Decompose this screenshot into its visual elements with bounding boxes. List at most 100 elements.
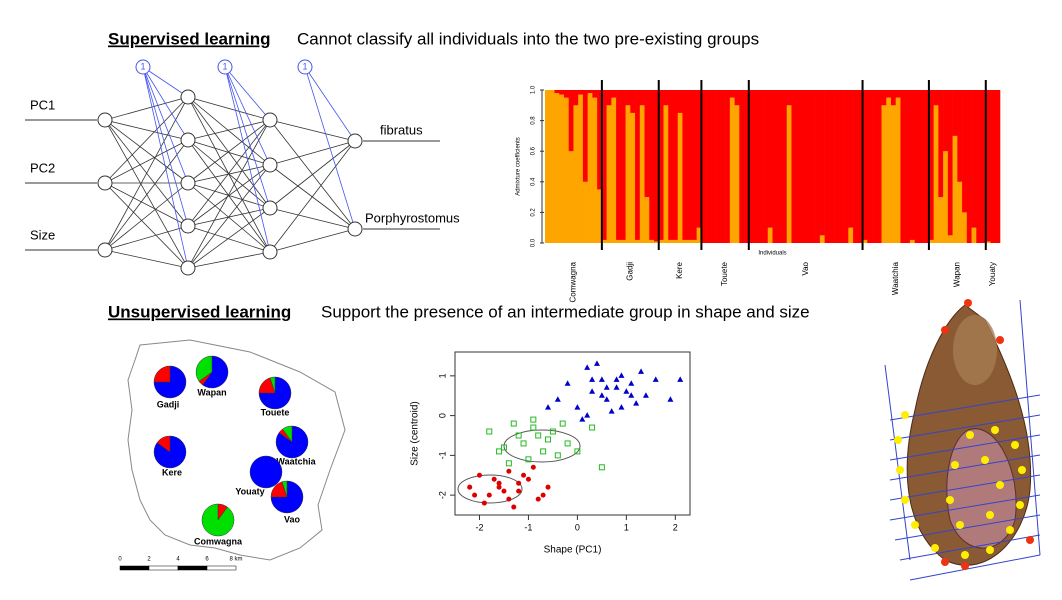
pie-slice [156, 435, 171, 453]
bar-segment [701, 90, 707, 243]
bar-segment [981, 90, 987, 243]
bar-segment [895, 97, 901, 244]
scale-segment [177, 565, 208, 571]
point [467, 484, 473, 490]
bias-label: 1 [302, 61, 307, 71]
connection [187, 164, 271, 184]
bar-segment [729, 90, 735, 98]
point [486, 492, 492, 498]
bar-segment [928, 239, 934, 243]
point [613, 376, 620, 382]
output-label: fibratus [380, 122, 423, 137]
point [506, 468, 512, 474]
connection [187, 139, 271, 253]
point [525, 456, 532, 463]
bar-segment [677, 112, 683, 243]
x-tick-label: 0 [575, 522, 580, 532]
bar-segment [943, 90, 949, 152]
y-tick-label: -1 [437, 451, 447, 459]
point [535, 432, 542, 439]
point [574, 448, 581, 455]
neuron [262, 200, 278, 216]
bar-segment [682, 90, 688, 240]
bar-segment [687, 90, 693, 240]
bar-segment [554, 90, 560, 94]
bar-segment [635, 90, 641, 240]
bar-segment [952, 135, 958, 243]
pie-slice [269, 376, 276, 394]
bar-segment [933, 90, 939, 106]
bar-segment [890, 90, 897, 106]
bar-segment [781, 90, 788, 243]
site-label: Waatchia [276, 456, 316, 466]
bar-segment [672, 90, 679, 240]
pie-slice [201, 503, 235, 537]
y-tick-label: 0 [437, 413, 447, 418]
connection [104, 139, 189, 184]
bar-segment [947, 235, 953, 243]
input-label: PC1 [30, 97, 55, 112]
scale-label: 0 [118, 557, 122, 563]
scale-segment [119, 565, 150, 571]
neuron [97, 112, 113, 128]
point [564, 380, 571, 386]
point [496, 484, 502, 490]
point [525, 476, 531, 482]
bar-segment [791, 90, 797, 243]
bar-segment [924, 90, 930, 243]
neuron [180, 175, 196, 191]
bar-segment [554, 93, 560, 243]
point [589, 388, 596, 394]
population-label: Kere [675, 261, 684, 278]
point [642, 392, 649, 398]
bar-segment [720, 90, 726, 243]
bar-segment [691, 239, 697, 243]
point [516, 480, 522, 486]
bar-segment [938, 90, 944, 198]
point [589, 376, 596, 382]
bar-segment [772, 90, 778, 243]
point [486, 428, 493, 435]
site-label: Youaty [235, 486, 264, 496]
pie-slice [281, 480, 288, 498]
bar-segment [687, 239, 693, 243]
population-label: Wapan [952, 262, 961, 287]
bar-segment [592, 97, 598, 244]
point [510, 420, 517, 427]
connection [187, 164, 271, 269]
point [564, 440, 571, 447]
bar-segment [658, 90, 664, 240]
bar-segment [573, 105, 579, 243]
point [545, 436, 552, 443]
group-ellipse [457, 474, 523, 504]
bar-segment [587, 93, 593, 243]
scale-segment [148, 565, 179, 571]
connection [142, 66, 189, 269]
bias-label: 1 [140, 61, 145, 71]
connection [104, 249, 189, 269]
bar-segment [672, 239, 679, 243]
bar-segment [914, 90, 920, 243]
connection [187, 139, 271, 166]
pie-slice [270, 480, 304, 514]
bar-segment [947, 90, 953, 236]
population-label: Gadji [625, 262, 634, 281]
site-label: Touete [261, 407, 290, 417]
pie-slice [258, 376, 292, 410]
bar-segment [834, 90, 840, 243]
bar-segment [563, 90, 569, 98]
bar-segment [985, 241, 991, 243]
scale-label: 4 [176, 557, 180, 563]
bar-segment [819, 90, 825, 236]
point [598, 464, 605, 471]
bar-segment [800, 90, 806, 243]
bar-segment [810, 90, 816, 243]
pie-slice [195, 355, 213, 382]
population-label: Vao [801, 261, 810, 275]
point [613, 384, 620, 390]
bar-segment [734, 105, 740, 243]
point [652, 376, 659, 382]
bar-segment [876, 90, 882, 243]
bar-segment [663, 90, 669, 106]
